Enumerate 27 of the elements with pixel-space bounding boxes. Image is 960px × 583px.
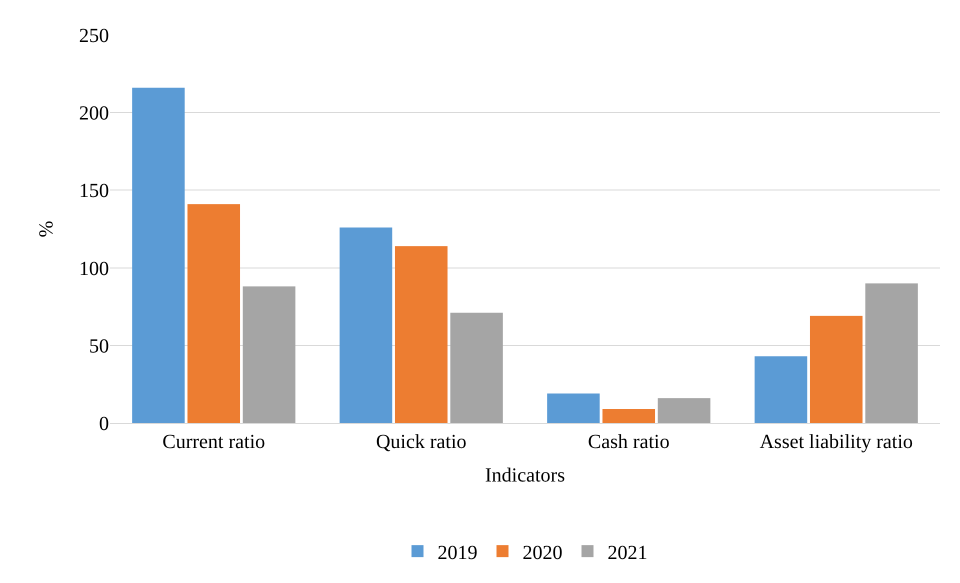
y-tick-label: 250 (79, 25, 109, 47)
y-tick-label: 100 (79, 258, 109, 280)
legend-label: 2019 (438, 542, 478, 564)
y-tick-label: 150 (79, 180, 109, 202)
bar (340, 227, 392, 423)
bar (547, 394, 600, 423)
y-axis-title: % (36, 220, 58, 238)
bar (658, 398, 710, 423)
x-tick-label: Current ratio (162, 431, 266, 453)
bar (754, 356, 808, 423)
bar (187, 204, 240, 423)
bar (450, 312, 503, 423)
x-tick-label: Cash ratio (588, 431, 670, 453)
bar (242, 286, 296, 423)
legend-label: 2020 (522, 542, 562, 564)
y-tick-label: 200 (79, 102, 109, 125)
x-tick-label: Asset liability ratio (760, 431, 913, 453)
bar (810, 316, 863, 423)
legend-label: 2021 (608, 542, 648, 564)
bar (132, 88, 185, 423)
x-axis-title: Indicators (485, 464, 566, 486)
y-tick-label: 50 (89, 335, 109, 358)
bar (602, 409, 656, 423)
y-tick-label: 0 (99, 413, 109, 435)
x-tick-label: Quick ratio (376, 431, 467, 453)
bar (394, 246, 448, 423)
bar (865, 283, 918, 423)
